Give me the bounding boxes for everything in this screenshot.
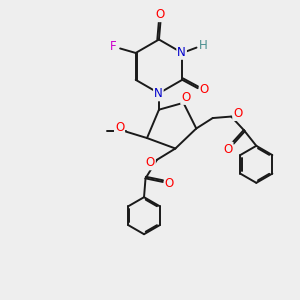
Text: O: O xyxy=(200,83,209,96)
Text: O: O xyxy=(181,91,190,104)
Text: O: O xyxy=(156,8,165,21)
Text: N: N xyxy=(177,46,186,59)
Text: O: O xyxy=(223,142,232,156)
Text: O: O xyxy=(165,177,174,190)
Text: O: O xyxy=(115,122,124,134)
Text: F: F xyxy=(110,40,117,52)
Text: O: O xyxy=(146,156,155,169)
Text: O: O xyxy=(233,107,242,120)
Text: N: N xyxy=(154,87,163,101)
Text: H: H xyxy=(199,39,208,52)
